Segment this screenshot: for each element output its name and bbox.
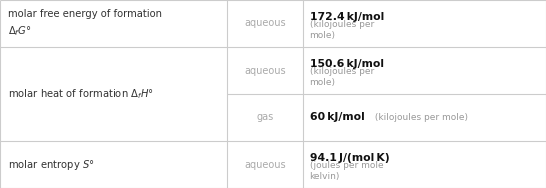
- Text: 60 kJ/mol: 60 kJ/mol: [310, 112, 364, 123]
- Text: molar free energy of formation
$\Delta_f G°$: molar free energy of formation $\Delta_f…: [8, 9, 162, 38]
- Text: (joules per mole
kelvin): (joules per mole kelvin): [310, 161, 383, 181]
- Text: aqueous: aqueous: [244, 159, 286, 170]
- Text: (kilojoules per
mole): (kilojoules per mole): [310, 20, 374, 40]
- Text: (kilojoules per mole): (kilojoules per mole): [372, 113, 468, 122]
- Text: aqueous: aqueous: [244, 65, 286, 76]
- Text: aqueous: aqueous: [244, 18, 286, 29]
- Text: 94.1 J/(mol K): 94.1 J/(mol K): [310, 153, 389, 163]
- Text: molar heat of formation $\Delta_f H°$: molar heat of formation $\Delta_f H°$: [8, 87, 153, 101]
- Text: 172.4 kJ/mol: 172.4 kJ/mol: [310, 12, 384, 22]
- Text: gas: gas: [256, 112, 274, 123]
- Text: 150.6 kJ/mol: 150.6 kJ/mol: [310, 59, 384, 69]
- Text: (kilojoules per
mole): (kilojoules per mole): [310, 67, 374, 87]
- Text: molar entropy $S°$: molar entropy $S°$: [8, 158, 94, 171]
